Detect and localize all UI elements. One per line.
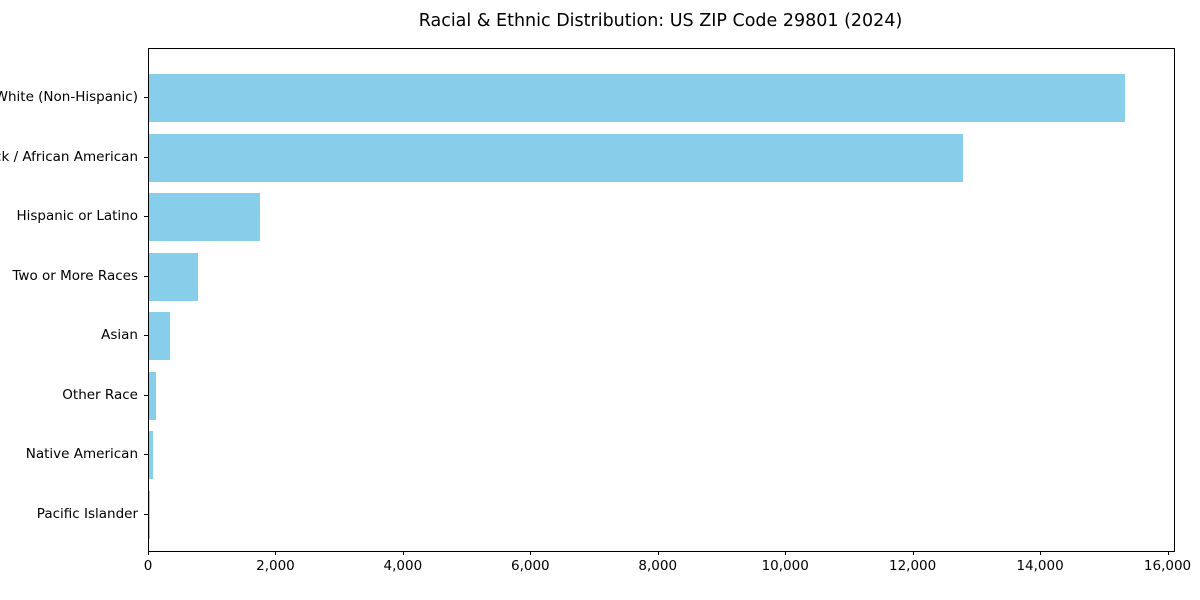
x-tick-mark [148, 551, 149, 555]
bar-pacific-islander [149, 490, 150, 539]
y-tick-label-black-african-american: Black / African American [0, 148, 138, 165]
x-tick-label-8-000: 8,000 [638, 558, 678, 574]
y-tick-mark [144, 156, 148, 158]
x-tick-mark [402, 551, 404, 555]
x-tick-label-4-000: 4,000 [383, 558, 423, 574]
y-tick-label-other-race: Other Race [62, 386, 138, 403]
y-tick-mark [144, 97, 148, 98]
y-tick-mark [144, 513, 148, 515]
y-tick-label-pacific-islander: Pacific Islander [36, 505, 138, 522]
y-tick-mark [144, 454, 148, 456]
y-tick-label-hispanic-or-latino: Hispanic or Latino [16, 208, 138, 225]
bar-hispanic-or-latino [149, 193, 261, 242]
bar-native-american [149, 431, 153, 480]
x-tick-label-2-000: 2,000 [256, 558, 295, 574]
y-tick-mark [144, 275, 148, 277]
bar-asian [149, 312, 171, 361]
x-tick-mark [912, 551, 914, 555]
x-tick-mark [275, 551, 277, 555]
x-tick-label-6-000: 6,000 [510, 558, 550, 574]
x-tick-label-10-000: 10,000 [761, 558, 809, 574]
y-tick-mark [144, 216, 148, 218]
y-tick-label-asian: Asian [101, 327, 138, 344]
x-tick-mark [1040, 551, 1042, 555]
y-tick-label-two-or-more-races: Two or More Races [12, 267, 138, 284]
y-tick-mark [144, 394, 148, 396]
bar-two-or-more-races [149, 252, 198, 301]
plot-area [148, 48, 1175, 552]
y-tick-label-white-non-hispanic: White (Non-Hispanic) [0, 89, 138, 105]
x-tick-label-0: 0 [143, 558, 153, 574]
x-tick-label-12-000: 12,000 [889, 558, 937, 574]
x-tick-label-16-000: 16,000 [1143, 558, 1192, 574]
x-tick-mark [657, 551, 659, 555]
chart-title: Racial & Ethnic Distribution: US ZIP Cod… [418, 11, 903, 31]
bar-other-race [149, 371, 156, 420]
x-tick-label-14-000: 14,000 [1016, 558, 1064, 574]
y-tick-label-native-american: Native American [25, 446, 138, 463]
x-tick-mark [1167, 551, 1169, 555]
x-tick-mark [530, 551, 532, 555]
y-tick-mark [144, 335, 148, 337]
bar-black-african-american [149, 133, 963, 182]
bar-white-non-hispanic [149, 74, 1126, 122]
x-tick-mark [785, 551, 787, 555]
